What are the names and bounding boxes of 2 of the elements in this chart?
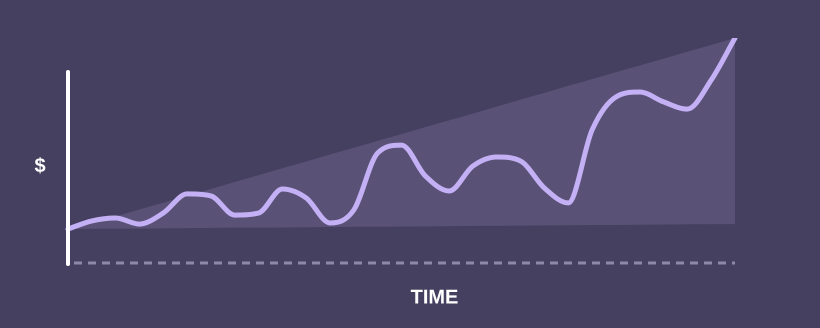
x-axis-title: TIME [410,286,458,309]
y-axis-title: $ [34,155,46,178]
